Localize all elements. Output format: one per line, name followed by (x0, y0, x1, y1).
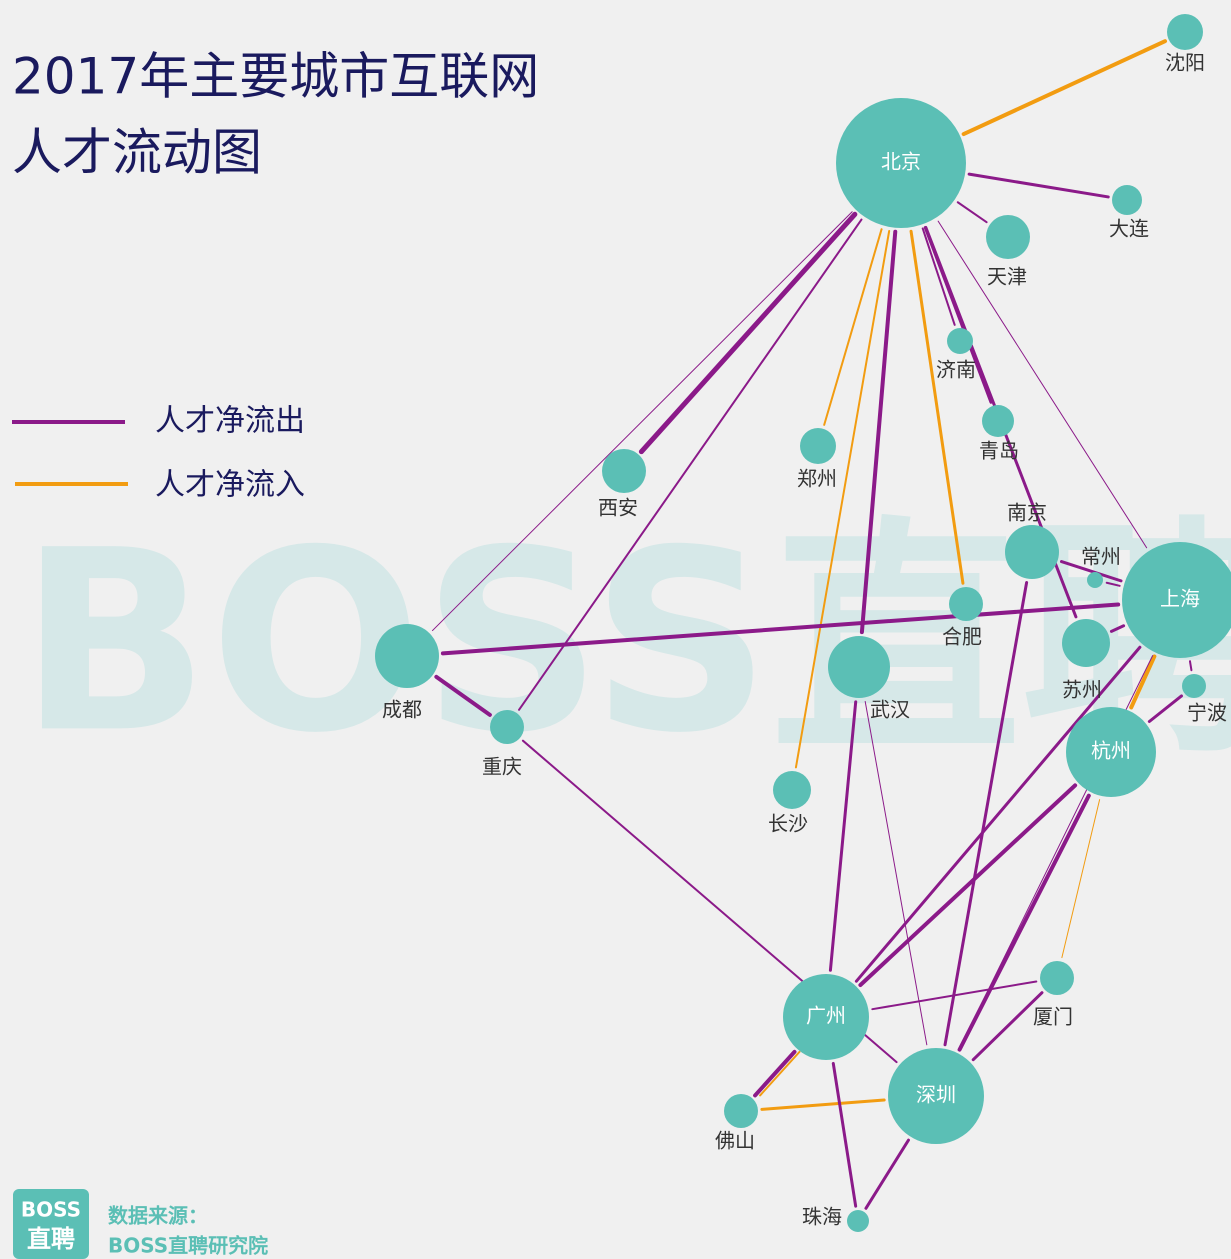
flow-line (859, 229, 898, 635)
city-node (1040, 961, 1074, 995)
city-node (947, 328, 973, 354)
city-node (773, 771, 811, 809)
flow-line (858, 783, 1078, 987)
city-label: 广州 (806, 1004, 846, 1028)
city-node (1167, 14, 1203, 50)
city-label: 佛山 (715, 1129, 755, 1153)
legend-label: 人才净流入 (155, 468, 305, 503)
city-node (375, 624, 439, 688)
city-node (982, 405, 1014, 437)
city-label: 宁波 (1187, 701, 1227, 725)
city-node (1182, 674, 1206, 698)
flow-line (760, 1098, 886, 1111)
city-label: 珠海 (802, 1205, 842, 1229)
city-label: 武汉 (870, 698, 910, 722)
flow-line (518, 218, 863, 711)
flow-line (956, 201, 988, 224)
city-label: 杭州 (1091, 739, 1131, 763)
city-node (490, 710, 524, 744)
flow-line (961, 39, 1168, 137)
flow-line (831, 1061, 858, 1208)
city-label: 合肥 (942, 625, 982, 649)
flow-line (753, 1049, 797, 1098)
flow-line (921, 227, 956, 326)
title-line: 人才流动图 (12, 124, 262, 182)
source-name: BOSS直聘研究院 (108, 1234, 268, 1258)
city-label: 深圳 (916, 1083, 956, 1107)
city-label: 沈阳 (1165, 51, 1205, 75)
city-node (783, 974, 869, 1060)
city-node (986, 215, 1030, 259)
city-label: 北京 (881, 150, 921, 174)
city-node (800, 428, 836, 464)
flow-line (431, 211, 853, 632)
flow-line (1061, 799, 1101, 959)
flow-line (1105, 581, 1121, 587)
flow-line (864, 1138, 910, 1210)
flow-line (1147, 694, 1183, 724)
city-label: 济南 (936, 358, 976, 382)
city-node (1112, 185, 1142, 215)
city-label: 天津 (987, 265, 1027, 289)
city-node (1066, 707, 1156, 797)
flow-line (794, 229, 891, 769)
city-node (602, 449, 646, 493)
city-node (836, 98, 966, 228)
city-node (828, 636, 890, 698)
city-label: 西安 (598, 496, 638, 520)
flow-line (871, 980, 1038, 1011)
logo-text: BOSS (21, 1198, 81, 1222)
logo-text: 直聘 (27, 1225, 75, 1253)
flow-line (971, 991, 1044, 1062)
city-node (1005, 525, 1059, 579)
city-label: 青岛 (979, 439, 1019, 463)
logo (13, 1189, 89, 1259)
flow-line (1109, 624, 1126, 633)
city-node (888, 1048, 984, 1144)
city-label: 郑州 (797, 467, 837, 491)
city-label: 成都 (382, 698, 422, 722)
city-node (1062, 619, 1110, 667)
city-label: 南京 (1007, 501, 1047, 525)
flow-line (638, 211, 858, 455)
city-label: 厦门 (1033, 1005, 1073, 1029)
city-node (847, 1210, 869, 1232)
flow-line (937, 220, 1148, 549)
flow-line (823, 228, 883, 426)
legend-label: 人才净流出 (155, 404, 305, 439)
flow-line (440, 602, 1121, 656)
flow-line (854, 645, 1142, 983)
flow-line (1129, 654, 1157, 710)
title-line: 2017年主要城市互联网 (12, 48, 539, 106)
flow-line (943, 581, 1029, 1047)
city-label: 重庆 (482, 755, 522, 779)
flow-line (434, 674, 492, 717)
city-node (949, 587, 983, 621)
flow-line (759, 1050, 801, 1097)
city-node (1087, 572, 1103, 588)
source-label: 数据来源： (108, 1204, 208, 1228)
flow-line (967, 172, 1110, 199)
city-node (724, 1094, 758, 1128)
flow-line (909, 229, 965, 585)
city-label: 大连 (1109, 217, 1149, 241)
city-label: 苏州 (1062, 678, 1102, 702)
flow-line (864, 700, 928, 1046)
flow-line (957, 793, 1091, 1052)
flow-line (1059, 560, 1123, 583)
flow-line (1188, 660, 1193, 672)
city-label: 常州 (1081, 545, 1121, 569)
city-label: 上海 (1160, 587, 1200, 611)
city-node (1122, 542, 1231, 658)
flow-line (828, 700, 858, 972)
city-label: 长沙 (768, 812, 808, 836)
